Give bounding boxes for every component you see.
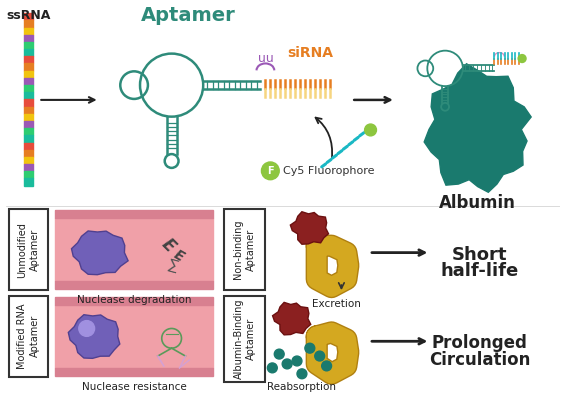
Text: half-life: half-life: [440, 262, 519, 280]
Text: Aptamer: Aptamer: [141, 6, 236, 25]
Bar: [24, 56, 34, 64]
Bar: [24, 78, 34, 85]
Bar: [55, 297, 213, 305]
Text: Excretion: Excretion: [312, 299, 361, 309]
Polygon shape: [68, 315, 120, 358]
Text: F: F: [267, 166, 274, 176]
Bar: [24, 13, 34, 21]
Circle shape: [315, 351, 325, 361]
Text: Short: Short: [452, 246, 507, 264]
Bar: [24, 28, 34, 35]
Polygon shape: [55, 297, 213, 376]
Bar: [24, 92, 34, 100]
Circle shape: [321, 361, 332, 371]
Bar: [24, 157, 34, 164]
Text: Albumin-Binding
Aptamer: Albumin-Binding Aptamer: [233, 299, 256, 379]
Text: Modified RNA
Aptamer: Modified RNA Aptamer: [17, 304, 40, 369]
Text: Cy5 Fluorophore: Cy5 Fluorophore: [283, 166, 375, 176]
Text: Reabsorption: Reabsorption: [268, 382, 337, 392]
Bar: [24, 42, 34, 49]
Circle shape: [518, 55, 526, 62]
Circle shape: [282, 359, 292, 369]
Bar: [24, 64, 34, 71]
Bar: [55, 218, 213, 281]
Circle shape: [297, 369, 307, 379]
Bar: [55, 305, 213, 368]
Bar: [24, 107, 34, 114]
Bar: [24, 128, 34, 135]
Bar: [24, 49, 34, 56]
Bar: [24, 114, 34, 121]
Polygon shape: [273, 303, 311, 335]
Text: Non-binding
Aptamer: Non-binding Aptamer: [233, 220, 256, 279]
Bar: [24, 150, 34, 157]
Text: Nuclease degradation: Nuclease degradation: [77, 295, 191, 305]
Circle shape: [268, 363, 277, 373]
Text: siRNA: siRNA: [287, 45, 333, 60]
Text: Unmodified
Aptamer: Unmodified Aptamer: [17, 222, 40, 278]
Bar: [55, 210, 213, 218]
Bar: [24, 179, 34, 186]
Text: Prolonged: Prolonged: [432, 335, 527, 352]
Circle shape: [274, 349, 284, 359]
Text: E: E: [158, 235, 179, 256]
Bar: [55, 368, 213, 376]
Text: uu: uu: [257, 52, 273, 65]
Bar: [24, 135, 34, 143]
Bar: [24, 100, 34, 107]
Polygon shape: [55, 210, 213, 289]
Polygon shape: [71, 231, 128, 275]
Bar: [24, 85, 34, 92]
Bar: [24, 171, 34, 179]
Circle shape: [365, 124, 376, 136]
Circle shape: [292, 356, 302, 366]
Polygon shape: [424, 64, 531, 192]
Circle shape: [79, 321, 95, 337]
FancyBboxPatch shape: [9, 296, 48, 377]
Bar: [24, 35, 34, 42]
Text: Circulation: Circulation: [429, 351, 530, 369]
FancyBboxPatch shape: [224, 209, 265, 290]
Text: Nuclease resistance: Nuclease resistance: [82, 382, 186, 392]
Bar: [24, 71, 34, 78]
Bar: [24, 21, 34, 28]
FancyBboxPatch shape: [224, 296, 265, 382]
Text: Albumin: Albumin: [439, 194, 516, 211]
Bar: [24, 121, 34, 128]
Bar: [24, 164, 34, 171]
Polygon shape: [291, 212, 329, 244]
Bar: [24, 143, 34, 150]
Text: ∑: ∑: [167, 258, 180, 273]
Circle shape: [261, 162, 279, 180]
Circle shape: [305, 343, 315, 353]
Bar: [55, 281, 213, 289]
Text: E: E: [171, 247, 186, 264]
Text: ssRNA: ssRNA: [6, 9, 50, 22]
FancyBboxPatch shape: [9, 209, 48, 290]
